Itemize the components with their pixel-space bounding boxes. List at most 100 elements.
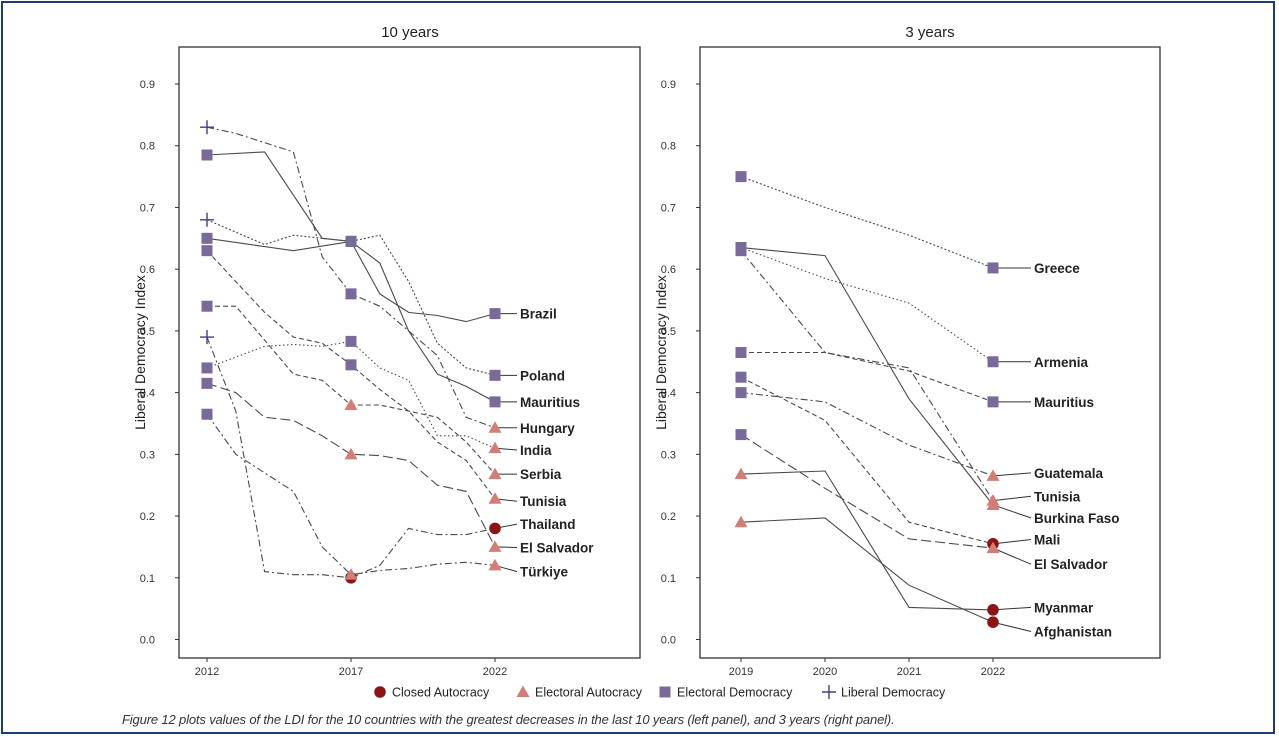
series-line-mali — [740, 376, 994, 545]
leader-line-el-salvador — [992, 547, 1032, 565]
series-label-tunisia: Tunisia — [520, 494, 567, 509]
series-line-brazil — [206, 151, 496, 323]
marker-square-india — [345, 335, 357, 347]
legend-closed-autocracy-icon — [374, 686, 386, 698]
legend-closed-autocracy-label: Closed Autocracy — [392, 686, 490, 700]
panel-ten-years: 10 years 0.0 0.1 0.2 0.3 0.4 0.5 0.6 0.7 0.8 0.9 Li… — [132, 24, 641, 678]
marker-cross-hungary — [200, 120, 214, 135]
plot-frame-ten-years — [178, 46, 641, 659]
marker-square-brazil — [489, 308, 501, 320]
marker-square-tunisia — [201, 245, 213, 257]
series-label-serbia: Serbia — [520, 467, 562, 482]
y-tick-label: 0.9 — [661, 79, 676, 91]
legend-electoral-democracy-icon — [659, 686, 671, 698]
marker-triangle-el-salvador — [986, 541, 1000, 554]
series-label-burkina-faso: Burkina Faso — [1034, 511, 1120, 526]
marker-triangle-guatemala — [986, 469, 1000, 481]
y-tick-label: 0.6 — [140, 264, 155, 276]
y-tick-label: 0.6 — [661, 264, 676, 276]
marker-triangle-tunisia — [488, 492, 502, 504]
legend-electoral-autocracy-icon — [516, 685, 530, 697]
marker-square-tunisia — [345, 359, 357, 371]
series-line-serbia — [207, 305, 496, 475]
y-tick-label: 0.1 — [140, 573, 155, 585]
series-label-turkiye: Türkiye — [520, 565, 569, 580]
marker-triangle-serbia — [344, 398, 358, 410]
series-label-india: India — [520, 443, 552, 458]
y-tick-label: 0.5 — [661, 326, 676, 338]
marker-square-brazil — [201, 149, 213, 161]
y-tick-label: 0.3 — [661, 449, 676, 461]
y-tick-label: 0.4 — [661, 388, 676, 400]
series-label-mauritius: Mauritius — [1034, 395, 1094, 410]
marker-square-turkiye — [201, 408, 213, 420]
series-line-tunisia — [740, 250, 994, 501]
panel-three-years: 3 years 0.0 0.1 0.2 0.3 0.4 0.5 0.6 0.7 0.8 0.9 Lib… — [653, 24, 1161, 678]
y-axis-label-ten-years: Liberal Democracy Index — [132, 275, 148, 430]
legend: Closed Autocracy Electoral Autocracy Elect… — [374, 685, 946, 700]
series-label-myanmar: Myanmar — [1034, 600, 1094, 615]
x-tick-label: 2017 — [339, 666, 363, 678]
y-tick-label: 0.4 — [140, 388, 155, 400]
marker-cross-thailand — [200, 330, 214, 345]
marker-square-serbia — [201, 300, 213, 312]
marker-triangle-el-salvador — [488, 540, 502, 552]
y-tick-label: 0.0 — [661, 634, 676, 646]
series-label-mali: Mali — [1034, 533, 1060, 548]
series-line-india — [206, 340, 496, 449]
leader-line-mali — [992, 539, 1032, 545]
series-label-brazil: Brazil — [520, 307, 557, 322]
marker-square-greece — [987, 262, 999, 274]
y-tick-label: 0.9 — [140, 79, 155, 91]
marker-square-hungary — [345, 288, 357, 300]
series-label-hungary: Hungary — [520, 421, 575, 436]
panel-title-ten-years: 10 years — [381, 24, 439, 41]
series-label-afghanistan: Afghanistan — [1034, 624, 1112, 639]
series-line-thailand — [206, 336, 496, 579]
series-line-tunisia — [206, 250, 496, 500]
series-line-mauritius — [741, 351, 994, 403]
y-tick-label: 0.2 — [661, 511, 676, 523]
marker-triangle-serbia — [488, 467, 502, 480]
marker-square-armenia — [987, 356, 999, 368]
y-axis-label-three-years: Liberal Democracy Index — [653, 275, 669, 430]
marker-square-mali — [735, 371, 747, 383]
marker-triangle-el-salvador — [344, 447, 358, 460]
marker-triangle-turkiye — [488, 558, 502, 571]
y-tick-label: 0.1 — [661, 573, 676, 585]
series-label-el-salvador: El Salvador — [1034, 557, 1108, 572]
marker-triangle-india — [488, 441, 502, 454]
marker-square-mauritius — [489, 396, 501, 408]
x-tick-label: 2022 — [483, 666, 507, 678]
marker-triangle-hungary — [488, 421, 502, 433]
panel-title-three-years: 3 years — [905, 24, 954, 41]
leader-line-afghanistan — [992, 621, 1032, 632]
series-line-greece — [740, 176, 994, 269]
legend-liberal-democracy-icon — [822, 685, 836, 699]
x-tick-label: 2020 — [813, 666, 837, 678]
marker-circle-thailand — [489, 522, 501, 535]
series-label-thailand: Thailand — [520, 517, 576, 532]
series-label-tunisia: Tunisia — [1034, 489, 1081, 504]
series-line-myanmar — [740, 470, 994, 611]
marker-triangle-myanmar — [734, 467, 748, 480]
series-line-guatemala — [740, 392, 994, 477]
series-label-mauritius: Mauritius — [520, 395, 580, 410]
marker-square-mauritius — [735, 347, 747, 358]
series-label-guatemala: Guatemala — [1034, 466, 1104, 481]
marker-square-greece — [735, 171, 747, 183]
legend-electoral-autocracy-label: Electoral Autocracy — [535, 686, 643, 700]
x-tick-label: 2021 — [897, 666, 921, 678]
marker-triangle-burkina-faso — [986, 498, 1000, 510]
marker-square-guatemala — [735, 387, 747, 399]
marker-square-mauritius — [987, 396, 999, 408]
marker-square-el-salvador — [735, 429, 747, 441]
y-tick-label: 0.8 — [661, 141, 676, 153]
series-line-hungary — [206, 126, 496, 429]
series-line-afghanistan — [740, 517, 994, 623]
series-label-poland: Poland — [520, 368, 565, 383]
x-tick-label: 2022 — [981, 666, 1005, 678]
marker-square-burkina-faso — [735, 242, 747, 254]
marker-square-el-salvador — [201, 377, 213, 389]
y-tick-label: 0.3 — [140, 449, 155, 461]
